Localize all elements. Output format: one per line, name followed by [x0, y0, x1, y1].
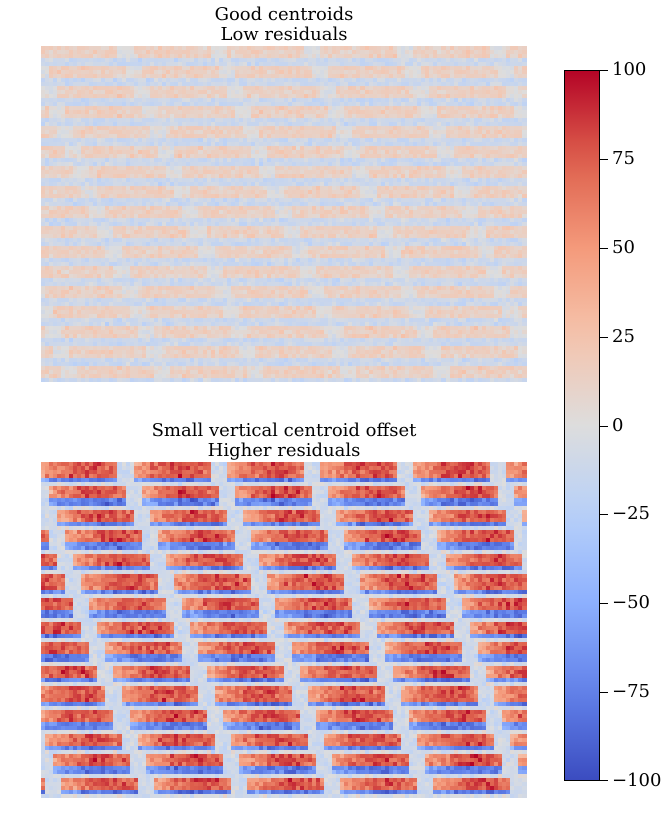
- top-title-line-1: Good centroids: [214, 4, 354, 25]
- colorbar-tick: [600, 692, 608, 693]
- colorbar-tick: [600, 514, 608, 515]
- colorbar-tick: [600, 780, 608, 781]
- colorbar-tick: [600, 248, 608, 249]
- top-panel-title: Good centroids Low residuals: [41, 5, 527, 45]
- colorbar-tick: [600, 159, 608, 160]
- colorbar-tick-label: −25: [612, 503, 650, 524]
- bottom-title-line-1: Small vertical centroid offset: [151, 420, 417, 441]
- colorbar-tick-label: 75: [612, 148, 635, 169]
- colorbar: [564, 70, 600, 781]
- colorbar-tick-label: 25: [612, 326, 635, 347]
- colorbar-tick-label: −50: [612, 592, 650, 613]
- bottom-panel-title: Small vertical centroid offset Higher re…: [41, 421, 527, 461]
- colorbar-tick: [600, 70, 608, 71]
- colorbar-tick-label: 100: [612, 59, 647, 80]
- colorbar-tick-label: 0: [612, 415, 624, 436]
- colorbar-tick: [600, 337, 608, 338]
- colorbar-tick-label: −75: [612, 681, 650, 702]
- colorbar-tick: [600, 603, 608, 604]
- colorbar-tick-label: 50: [612, 237, 635, 258]
- top-title-line-2: Low residuals: [220, 24, 348, 45]
- top-residual-heatmap: [41, 46, 527, 382]
- bottom-title-line-2: Higher residuals: [207, 440, 361, 461]
- bottom-residual-heatmap: [41, 462, 527, 798]
- colorbar-tick-label: −100: [612, 770, 662, 791]
- colorbar-tick: [600, 426, 608, 427]
